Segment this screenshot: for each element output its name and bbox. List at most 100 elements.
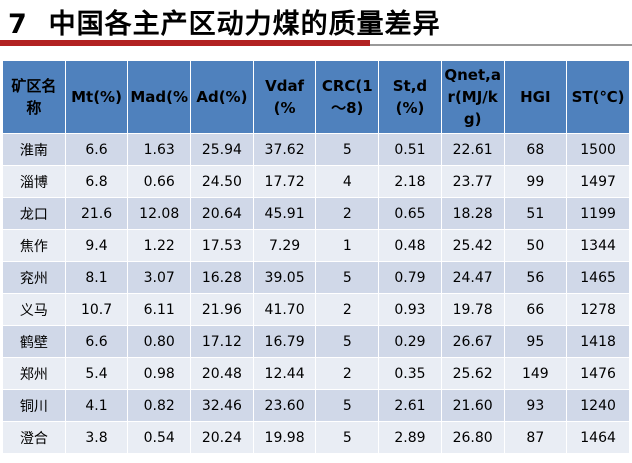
value-cell: 0.98 xyxy=(127,357,192,390)
value-cell: 20.64 xyxy=(190,197,254,230)
value-cell: 16.28 xyxy=(190,261,254,294)
value-cell: 0.66 xyxy=(127,165,192,198)
table-row: 兖州 8.1 3.07 16.28 39.05 5 0.79 24.47 56 1465 xyxy=(2,261,630,294)
value-cell: 1464 xyxy=(566,421,630,454)
value-cell: 0.35 xyxy=(378,357,442,390)
table-row: 焦作 9.4 1.22 17.53 7.29 1 0.48 25.42 50 1344 xyxy=(2,229,630,262)
value-cell: 20.24 xyxy=(190,421,254,454)
table-row: 淄博 6.8 0.66 24.50 17.72 4 2.18 23.77 99 1497 xyxy=(2,165,630,198)
value-cell: 12.08 xyxy=(127,197,192,230)
value-cell: 149 xyxy=(503,357,568,390)
slide-title: 7 中国各主产区动力煤的质量差异 xyxy=(8,9,441,40)
value-cell: 41.70 xyxy=(252,293,317,326)
value-cell: 20.48 xyxy=(190,357,254,390)
table-body: 淮南 6.6 1.63 25.94 37.62 5 0.51 22.61 68 1500 淄博 6.8… xyxy=(2,133,630,454)
value-cell: 1.63 xyxy=(127,133,192,166)
header-row: 矿区名称 Mt(%) Mad(% Ad(%) Vdaf(% CRC(1～8) St,d(%)… xyxy=(2,60,630,134)
region-cell: 淮南 xyxy=(2,133,66,166)
table-row: 义马 10.7 6.11 21.96 41.70 2 0.93 19.78 66 1278 xyxy=(2,293,630,326)
table-row: 淮南 6.6 1.63 25.94 37.62 5 0.51 22.61 68 1500 xyxy=(2,133,630,166)
value-cell: 19.78 xyxy=(440,293,505,326)
value-cell: 4 xyxy=(315,165,380,198)
value-cell: 17.53 xyxy=(190,229,254,262)
table-row: 澄合 3.8 0.54 20.24 19.98 5 2.89 26.80 87 1464 xyxy=(2,421,630,454)
region-cell: 龙口 xyxy=(2,197,66,230)
value-cell: 25.94 xyxy=(190,133,254,166)
value-cell: 51 xyxy=(503,197,568,230)
value-cell: 17.12 xyxy=(190,325,254,358)
value-cell: 45.91 xyxy=(252,197,317,230)
region-cell: 澄合 xyxy=(2,421,66,454)
value-cell: 21.60 xyxy=(440,389,505,422)
value-cell: 1497 xyxy=(566,165,630,198)
value-cell: 1278 xyxy=(566,293,630,326)
value-cell: 2 xyxy=(315,357,380,390)
value-cell: 5 xyxy=(315,325,380,358)
value-cell: 1199 xyxy=(566,197,630,230)
value-cell: 32.46 xyxy=(190,389,254,422)
title-rule xyxy=(370,44,632,46)
value-cell: 93 xyxy=(503,389,568,422)
value-cell: 0.65 xyxy=(378,197,442,230)
value-cell: 95 xyxy=(503,325,568,358)
value-cell: 9.4 xyxy=(64,229,129,262)
value-cell: 66 xyxy=(503,293,568,326)
region-cell: 兖州 xyxy=(2,261,66,294)
value-cell: 3.8 xyxy=(64,421,129,454)
header-cell: Ad(%) xyxy=(190,60,254,134)
value-cell: 0.79 xyxy=(378,261,442,294)
value-cell: 6.6 xyxy=(64,325,129,358)
table-row: 郑州 5.4 0.98 20.48 12.44 2 0.35 25.62 149 1476 xyxy=(2,357,630,390)
value-cell: 4.1 xyxy=(64,389,129,422)
value-cell: 12.44 xyxy=(252,357,317,390)
header-cell: ST(℃) xyxy=(566,60,630,134)
value-cell: 26.67 xyxy=(440,325,505,358)
value-cell: 5.4 xyxy=(64,357,129,390)
value-cell: 39.05 xyxy=(252,261,317,294)
value-cell: 25.62 xyxy=(440,357,505,390)
header-cell: Mt(%) xyxy=(64,60,129,134)
value-cell: 23.77 xyxy=(440,165,505,198)
value-cell: 99 xyxy=(503,165,568,198)
table-row: 龙口 21.6 12.08 20.64 45.91 2 0.65 18.28 51 1199 xyxy=(2,197,630,230)
value-cell: 1418 xyxy=(566,325,630,358)
value-cell: 21.6 xyxy=(64,197,129,230)
header-cell: CRC(1～8) xyxy=(315,60,380,134)
value-cell: 1 xyxy=(315,229,380,262)
value-cell: 1240 xyxy=(566,389,630,422)
value-cell: 19.98 xyxy=(252,421,317,454)
value-cell: 21.96 xyxy=(190,293,254,326)
value-cell: 6.6 xyxy=(64,133,129,166)
value-cell: 1.22 xyxy=(127,229,192,262)
value-cell: 0.48 xyxy=(378,229,442,262)
value-cell: 2.61 xyxy=(378,389,442,422)
value-cell: 1500 xyxy=(566,133,630,166)
value-cell: 56 xyxy=(503,261,568,294)
value-cell: 1465 xyxy=(566,261,630,294)
region-cell: 郑州 xyxy=(2,357,66,390)
header-cell: 矿区名称 xyxy=(2,60,66,134)
value-cell: 23.60 xyxy=(252,389,317,422)
header-cell: Qnet,ar(MJ/kg) xyxy=(440,60,505,134)
value-cell: 6.11 xyxy=(127,293,192,326)
header-cell: HGI xyxy=(503,60,568,134)
value-cell: 1344 xyxy=(566,229,630,262)
value-cell: 5 xyxy=(315,133,380,166)
value-cell: 5 xyxy=(315,421,380,454)
value-cell: 0.29 xyxy=(378,325,442,358)
table-row: 鹤壁 6.6 0.80 17.12 16.79 5 0.29 26.67 95 1418 xyxy=(2,325,630,358)
coal-quality-table: 矿区名称 Mt(%) Mad(% Ad(%) Vdaf(% CRC(1～8) St,d(%)… xyxy=(2,60,630,454)
value-cell: 5 xyxy=(315,261,380,294)
value-cell: 25.42 xyxy=(440,229,505,262)
value-cell: 22.61 xyxy=(440,133,505,166)
value-cell: 37.62 xyxy=(252,133,317,166)
value-cell: 2 xyxy=(315,293,380,326)
header-cell: Mad(% xyxy=(127,60,192,134)
region-cell: 铜川 xyxy=(2,389,66,422)
value-cell: 87 xyxy=(503,421,568,454)
table-row: 铜川 4.1 0.82 32.46 23.60 5 2.61 21.60 93 1240 xyxy=(2,389,630,422)
value-cell: 5 xyxy=(315,389,380,422)
value-cell: 24.47 xyxy=(440,261,505,294)
value-cell: 16.79 xyxy=(252,325,317,358)
